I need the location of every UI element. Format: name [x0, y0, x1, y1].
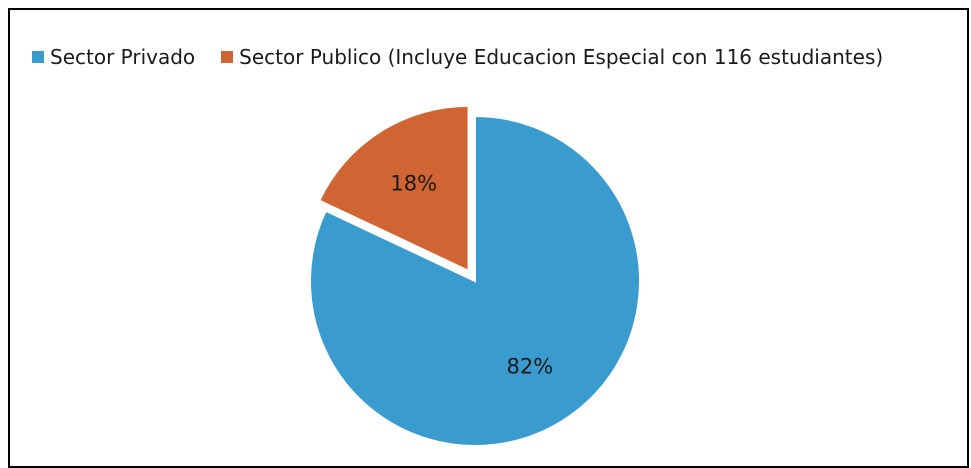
data-label-sector-privado: 82%: [506, 354, 553, 378]
legend-label-sector-publico: Sector Publico (Incluye Educacion Especi…: [239, 45, 884, 69]
data-label-sector-publico: 18%: [390, 171, 437, 195]
legend-swatch-sector-publico: [221, 51, 234, 63]
pie-slice-sector-publico: [317, 104, 470, 273]
legend-label-sector-privado: Sector Privado: [50, 45, 196, 69]
pie-slice-sector-privado: [309, 114, 641, 447]
legend-item-sector-publico: Sector Publico (Incluye Educacion Especi…: [221, 45, 883, 69]
chart-legend: Sector Privado Sector Publico (Incluye E…: [32, 42, 883, 72]
legend-item-sector-privado: Sector Privado: [32, 45, 195, 69]
legend-swatch-sector-privado: [32, 51, 44, 63]
